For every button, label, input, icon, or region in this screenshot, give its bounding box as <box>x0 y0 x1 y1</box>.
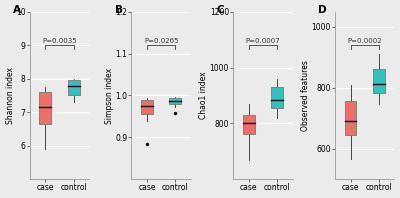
Y-axis label: Chao1 index: Chao1 index <box>199 72 208 119</box>
Text: A: A <box>13 5 21 15</box>
Text: P=0.0002: P=0.0002 <box>347 37 382 44</box>
Y-axis label: Shannon index: Shannon index <box>6 67 14 124</box>
Y-axis label: Simpson index: Simpson index <box>105 67 114 124</box>
Bar <box>39 92 51 124</box>
Text: P=0.0007: P=0.0007 <box>246 37 280 44</box>
Text: P=0.0265: P=0.0265 <box>144 37 178 44</box>
Text: D: D <box>318 5 327 15</box>
Bar <box>243 115 255 134</box>
Bar <box>170 98 181 104</box>
Bar <box>141 101 153 114</box>
Bar <box>373 69 385 93</box>
Bar <box>271 87 283 108</box>
Text: B: B <box>115 5 123 15</box>
Text: P=0.0035: P=0.0035 <box>42 37 77 44</box>
Bar <box>344 101 356 135</box>
Text: C: C <box>216 5 224 15</box>
Bar <box>68 80 80 95</box>
Y-axis label: Observed features: Observed features <box>301 60 310 131</box>
